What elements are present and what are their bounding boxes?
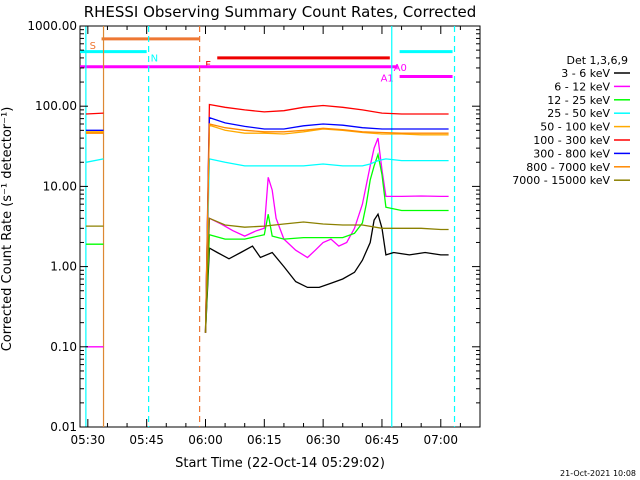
legend-label: 3 - 6 keV xyxy=(561,67,610,80)
y-tick-label: 1.00 xyxy=(50,260,77,274)
series-line xyxy=(85,124,449,333)
plot-frame xyxy=(79,25,481,428)
y-tick-label: 10.00 xyxy=(43,179,77,193)
x-tick-label: 06:00 xyxy=(188,433,223,447)
series-line xyxy=(85,123,449,333)
flag-label: A1 xyxy=(381,73,394,84)
flag-label: S xyxy=(90,41,96,52)
y-axis-ticks: 0.01 0.10 1.00 10.00 100.00 1000.00 xyxy=(27,19,480,434)
series-line xyxy=(85,103,449,333)
series-lines xyxy=(85,103,449,348)
flag-bars: SNFA0A1 xyxy=(80,37,453,84)
legend-label: 6 - 12 keV xyxy=(554,80,610,93)
y-axis-label: Corrected Count Rate (s⁻¹ detector⁻¹) xyxy=(0,107,15,352)
x-tick-label: 06:15 xyxy=(247,433,282,447)
series-line xyxy=(85,158,449,333)
y-tick-label: 0.01 xyxy=(50,420,77,434)
legend-label: 12 - 25 keV xyxy=(547,94,610,107)
series-line xyxy=(85,137,449,348)
legend-label: 800 - 7000 keV xyxy=(526,161,610,174)
y-tick-label: 1000.00 xyxy=(27,19,77,33)
y-tick-label: 100.00 xyxy=(35,99,77,113)
series-line xyxy=(85,116,449,333)
legend-label: 300 - 800 keV xyxy=(533,147,610,160)
series-line xyxy=(85,152,449,333)
x-tick-label: 06:30 xyxy=(306,433,341,447)
x-axis-label: Start Time (22-Oct-14 05:29:02) xyxy=(175,456,385,471)
legend-label: 100 - 300 keV xyxy=(533,134,610,147)
x-tick-label: 06:45 xyxy=(365,433,400,447)
vertical-markers xyxy=(85,26,456,427)
legend-title: Det 1,3,6,9 xyxy=(566,54,628,67)
series-line xyxy=(85,217,449,333)
chart-title: RHESSI Observing Summary Count Rates, Co… xyxy=(84,3,477,21)
x-axis-ticks: 05:30 05:45 06:00 06:15 06:30 06:45 07:00 xyxy=(71,26,461,447)
plot-border xyxy=(79,25,481,428)
y-tick-label: 0.10 xyxy=(50,340,77,354)
x-tick-label: 05:45 xyxy=(129,433,164,447)
x-tick-label: 05:30 xyxy=(71,433,106,447)
footer-timestamp: 21-Oct-2021 10:08 xyxy=(560,469,636,478)
legend-label: 50 - 100 keV xyxy=(540,121,610,134)
legend-label: 7000 - 15000 keV xyxy=(512,174,610,187)
series-line xyxy=(204,212,449,333)
flag-label: N xyxy=(151,54,158,65)
legend-label: 25 - 50 keV xyxy=(547,107,610,120)
x-tick-label: 07:00 xyxy=(423,433,458,447)
flag-label: A0 xyxy=(394,63,407,74)
